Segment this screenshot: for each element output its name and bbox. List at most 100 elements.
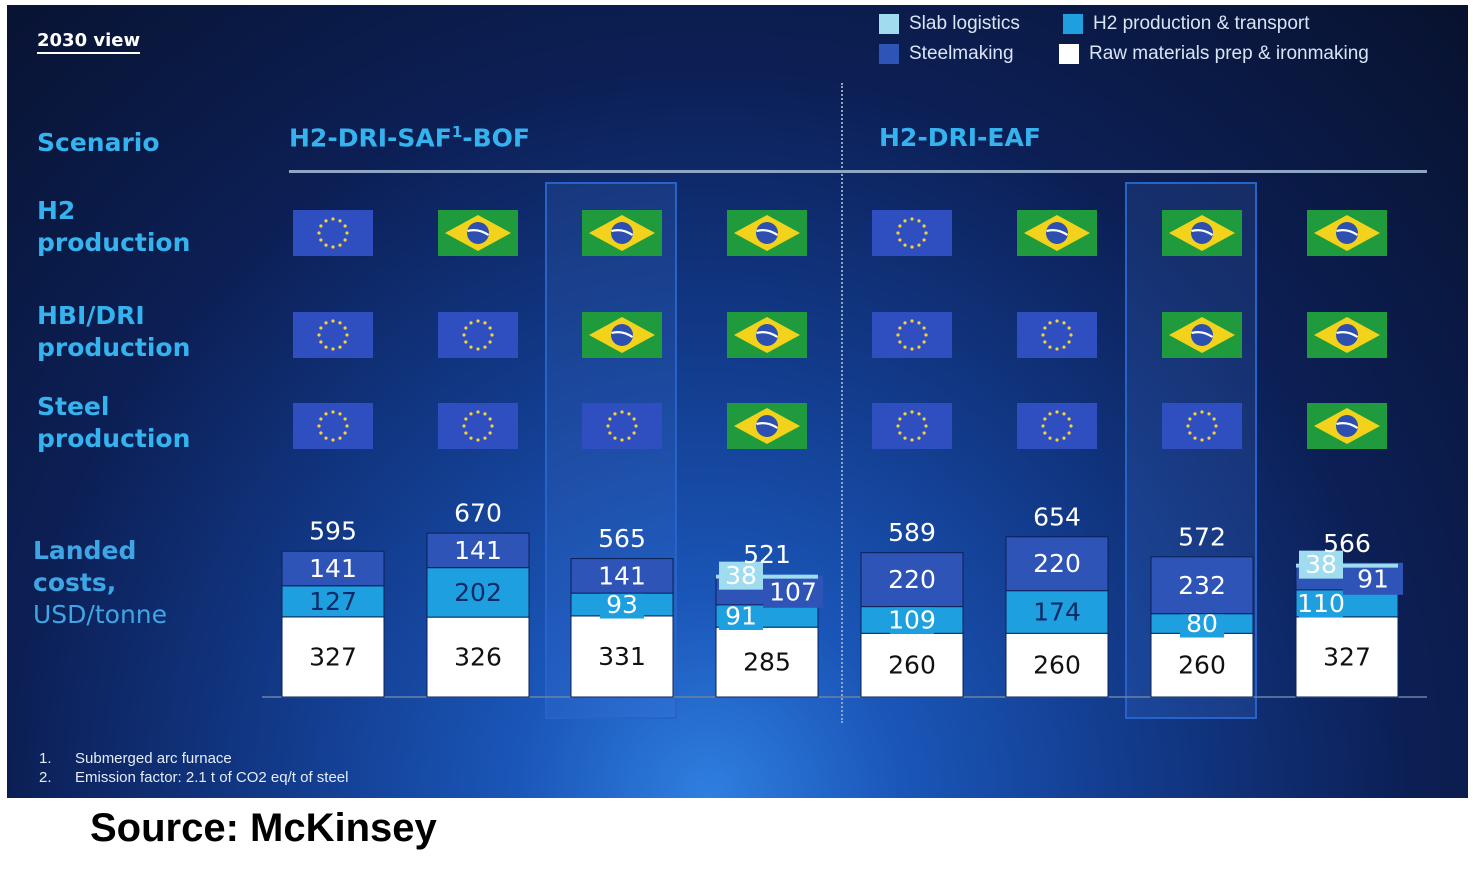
bar-segment-steelmaking xyxy=(570,558,674,594)
eu-flag-icon xyxy=(872,403,952,449)
label-box xyxy=(719,561,763,590)
bar-segment-raw xyxy=(860,632,964,698)
brazil-flag-icon xyxy=(727,312,807,358)
total-label: 572 xyxy=(1178,522,1226,551)
segment-label: 327 xyxy=(1323,642,1371,671)
row-label-costs: Landed costs, USD/tonne xyxy=(33,536,168,629)
legend-label: Steelmaking xyxy=(909,43,1014,64)
legend-label: H2 production & transport xyxy=(1093,13,1310,34)
legend-label: Raw materials prep & ironmaking xyxy=(1089,43,1369,64)
label-box xyxy=(600,590,644,619)
eu-flag-icon xyxy=(872,312,952,358)
brazil-flag-icon xyxy=(582,312,662,358)
segment-label: 127 xyxy=(309,587,357,616)
total-label: 670 xyxy=(454,499,502,528)
eu-flag-icon xyxy=(582,403,662,449)
eu-flag-icon xyxy=(293,312,373,358)
scenario-title-eaf: H2-DRI-EAF xyxy=(879,123,1041,152)
segment-label: 232 xyxy=(1178,571,1226,600)
segment-label: 260 xyxy=(1033,651,1081,680)
eu-flag-icon xyxy=(1162,403,1242,449)
bar-segment-slab xyxy=(716,574,818,579)
scenario-title-bof: H2-DRI-SAF1-BOF xyxy=(289,123,531,153)
legend-swatch xyxy=(879,14,899,34)
bar-segment-steelmaking xyxy=(281,550,385,587)
label-box xyxy=(1299,550,1343,579)
segment-label: 260 xyxy=(1178,651,1226,680)
bar-segment-raw xyxy=(281,616,385,698)
eu-flag-icon xyxy=(293,210,373,256)
segment-label: 93 xyxy=(606,590,638,619)
eu-flag-icon xyxy=(293,403,373,449)
legend-swatch xyxy=(1063,14,1083,34)
segment-label: 107 xyxy=(769,577,817,606)
segment-label: 220 xyxy=(1033,549,1081,578)
segment-label: 141 xyxy=(309,554,357,583)
scenario-divider xyxy=(841,83,843,723)
total-label: 566 xyxy=(1323,529,1371,558)
row-label-steel: Steel production xyxy=(37,392,191,453)
brazil-flag-icon xyxy=(1307,403,1387,449)
segment-label: 331 xyxy=(598,642,646,671)
bar-segment-slab xyxy=(1296,563,1398,568)
segment-label: 327 xyxy=(309,642,357,671)
label-box xyxy=(719,602,763,631)
segment-label: 91 xyxy=(1357,564,1389,593)
legend-swatch xyxy=(1059,44,1079,64)
bar-segment-steelmaking xyxy=(426,532,530,569)
bar-segment-steelmaking xyxy=(1005,536,1109,592)
label-box xyxy=(1299,589,1343,618)
segment-label: 141 xyxy=(598,561,646,590)
segment-label: 260 xyxy=(888,651,936,680)
brazil-flag-icon xyxy=(1307,312,1387,358)
brazil-flag-icon xyxy=(438,210,518,256)
segment-label: 109 xyxy=(888,605,936,634)
segment-label: 202 xyxy=(454,578,502,607)
footnote-1: 1. Submerged arc furnace xyxy=(39,750,232,767)
source-label: Source: McKinsey xyxy=(90,806,437,850)
brazil-flag-icon xyxy=(1017,210,1097,256)
legend-label: Slab logistics xyxy=(909,13,1020,34)
segment-label: 174 xyxy=(1033,597,1081,626)
total-label: 595 xyxy=(309,517,357,546)
legend-item: H2 production & transport xyxy=(1063,13,1310,35)
segment-label: 326 xyxy=(454,643,502,672)
segment-label: 220 xyxy=(888,565,936,594)
row-label-hbi: HBI/DRI production xyxy=(37,301,191,362)
header-divider xyxy=(289,170,1427,173)
chart-panel: 2030 view Slab logistics H2 production & … xyxy=(7,5,1468,798)
bar-segment-raw xyxy=(570,615,674,698)
segment-label: 285 xyxy=(743,648,791,677)
label-box xyxy=(1343,562,1403,595)
legend-item: Steelmaking xyxy=(879,43,1014,65)
eu-flag-icon xyxy=(872,210,952,256)
eu-flag-icon xyxy=(1017,312,1097,358)
legend-item: Slab logistics xyxy=(879,13,1020,35)
legend-item: Raw materials prep & ironmaking xyxy=(1059,43,1369,65)
bar-segment-raw xyxy=(426,616,530,698)
brazil-flag-icon xyxy=(727,403,807,449)
row-label-h2: H2 production xyxy=(37,196,191,257)
bar-segment-steelmaking xyxy=(1150,556,1254,615)
total-label: 521 xyxy=(743,540,791,569)
brazil-flag-icon xyxy=(727,210,807,256)
bar-segment-raw xyxy=(715,626,819,698)
total-label: 589 xyxy=(888,518,936,547)
eu-flag-icon xyxy=(438,403,518,449)
brazil-flag-icon xyxy=(1307,210,1387,256)
label-box xyxy=(763,575,823,608)
bar-segment-steelmaking xyxy=(860,552,964,608)
bar-segment-h2-transport xyxy=(281,585,385,618)
segment-label: 91 xyxy=(725,602,757,631)
total-label: 654 xyxy=(1033,502,1081,531)
eu-flag-icon xyxy=(438,312,518,358)
view-label: 2030 view xyxy=(37,30,141,54)
row-label-scenario: Scenario xyxy=(37,128,160,157)
brazil-flag-icon xyxy=(1162,312,1242,358)
legend-swatch xyxy=(879,44,899,64)
eu-flag-icon xyxy=(1017,403,1097,449)
segment-label: 38 xyxy=(1305,550,1337,579)
segment-label: 141 xyxy=(454,536,502,565)
bar-segment-h2-transport xyxy=(1005,590,1109,634)
brazil-flag-icon xyxy=(582,210,662,256)
